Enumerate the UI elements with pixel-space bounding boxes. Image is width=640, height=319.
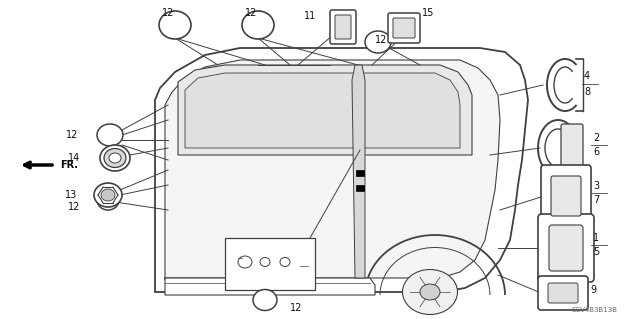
Text: 15: 15 [422,8,435,18]
Text: 12: 12 [290,303,302,313]
FancyBboxPatch shape [335,15,351,39]
FancyBboxPatch shape [356,170,364,176]
FancyBboxPatch shape [388,13,420,43]
Ellipse shape [97,124,123,146]
FancyBboxPatch shape [393,18,415,38]
FancyBboxPatch shape [549,225,583,271]
Text: 12: 12 [245,8,257,18]
FancyBboxPatch shape [548,283,578,303]
Text: SCV4B3B13B: SCV4B3B13B [572,307,618,313]
Text: 12: 12 [162,8,174,18]
FancyBboxPatch shape [330,10,356,44]
Text: 14: 14 [68,153,80,163]
Text: 12: 12 [68,202,80,212]
Polygon shape [352,65,365,278]
Text: 4: 4 [584,71,590,81]
Text: 11: 11 [304,11,316,21]
FancyBboxPatch shape [551,176,581,216]
FancyBboxPatch shape [538,214,594,282]
Ellipse shape [280,257,290,266]
Ellipse shape [260,257,270,266]
Ellipse shape [159,11,191,39]
Text: 5: 5 [593,247,599,257]
Polygon shape [165,278,375,295]
Ellipse shape [97,190,119,210]
Ellipse shape [420,284,440,300]
Ellipse shape [242,11,274,39]
Text: 12: 12 [66,130,78,140]
Polygon shape [165,60,500,280]
Polygon shape [178,65,472,155]
Ellipse shape [365,31,391,53]
Polygon shape [155,48,528,292]
Text: 6: 6 [593,147,599,157]
Text: 8: 8 [584,87,590,97]
Text: 12: 12 [375,35,387,45]
Polygon shape [185,73,460,148]
FancyBboxPatch shape [561,124,583,172]
Text: 13: 13 [65,190,77,200]
FancyBboxPatch shape [541,165,591,226]
Ellipse shape [403,270,458,315]
Ellipse shape [101,189,115,201]
Text: 2: 2 [593,133,599,143]
FancyBboxPatch shape [538,276,588,310]
FancyBboxPatch shape [356,185,364,191]
Text: FR.: FR. [60,160,78,170]
Ellipse shape [109,153,121,163]
Ellipse shape [238,256,252,268]
Ellipse shape [100,145,130,171]
Ellipse shape [104,149,126,167]
Ellipse shape [253,290,277,310]
Ellipse shape [94,183,122,207]
FancyBboxPatch shape [225,238,315,290]
Text: 1: 1 [593,233,599,243]
Text: 3: 3 [593,181,599,191]
Text: 7: 7 [593,195,599,205]
Text: 9: 9 [590,285,596,295]
